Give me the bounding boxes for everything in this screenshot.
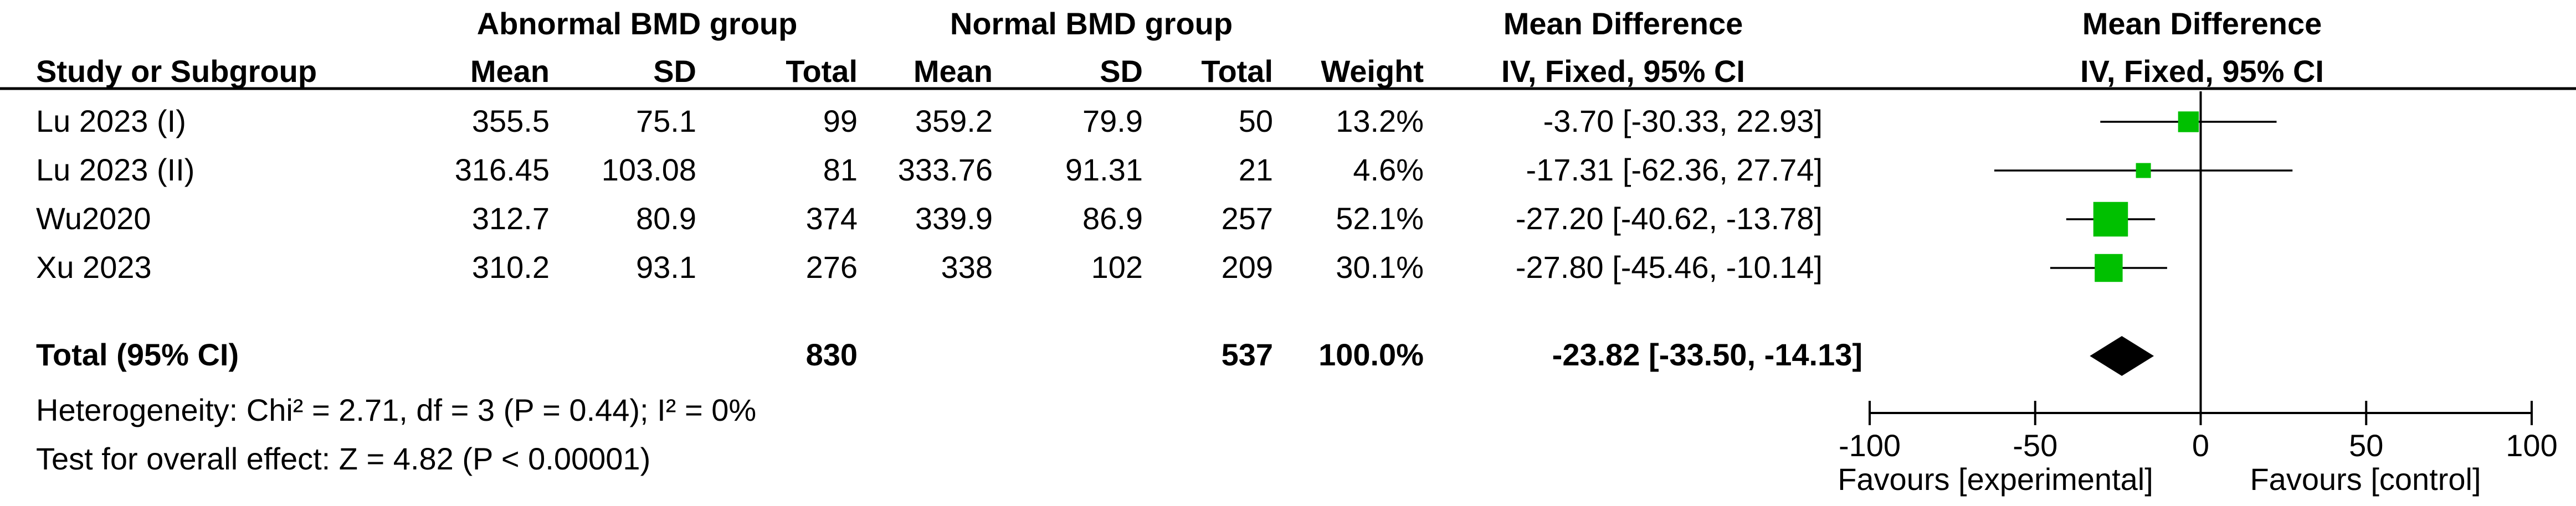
mean1-header: Mean [470, 54, 550, 89]
study-name: Lu 2023 (I) [36, 104, 186, 138]
mean1-value: 316.45 [455, 152, 550, 187]
total2-header: Total [1201, 54, 1273, 89]
total1-value: 276 [806, 250, 858, 285]
x-axis-ticks: -100 -50 0 50 100 [1839, 401, 2558, 463]
total1-sum: 830 [806, 337, 858, 372]
mean1-value: 310.2 [472, 250, 550, 285]
x-tick-label: -50 [2013, 428, 2057, 463]
total2-value: 50 [1239, 104, 1273, 138]
total2-value: 209 [1222, 250, 1273, 285]
x-tick-label: 100 [2506, 428, 2557, 463]
study-row: Lu 2023 (II) 316.45 103.08 81 333.76 91.… [36, 152, 1823, 187]
mean2-value: 339.9 [915, 201, 993, 236]
sd2-value: 91.31 [1065, 152, 1143, 187]
total-ci: -23.82 [-33.50, -14.13] [1552, 337, 1862, 372]
study-row: Xu 2023 310.2 93.1 276 338 102 209 30.1%… [36, 250, 1823, 285]
favours-left-label: Favours [experimental] [1838, 462, 2153, 497]
effect-square [2093, 202, 2128, 237]
x-tick-label: 50 [2349, 428, 2383, 463]
sd2-value: 79.9 [1082, 104, 1143, 138]
pooled-diamond [2090, 336, 2154, 376]
study-marker [1994, 163, 2293, 178]
total-weight: 100.0% [1318, 337, 1424, 372]
study-marker [2066, 202, 2156, 237]
study-header: Study or Subgroup [36, 54, 317, 89]
weight-value: 30.1% [1336, 250, 1424, 285]
weight-value: 13.2% [1336, 104, 1424, 138]
mean2-value: 333.76 [898, 152, 993, 187]
sd1-value: 80.9 [636, 201, 696, 236]
sd1-value: 103.08 [602, 152, 696, 187]
group2-header: Normal BMD group [950, 6, 1233, 41]
ci-value: -27.20 [-40.62, -13.78] [1516, 201, 1823, 236]
weight-header: Weight [1321, 54, 1424, 89]
mean1-value: 312.7 [472, 201, 550, 236]
effect-square [2095, 254, 2123, 282]
favours-right-label: Favours [control] [2250, 462, 2481, 497]
overall-effect-text: Test for overall effect: Z = 4.82 (P < 0… [36, 441, 650, 476]
total2-value: 257 [1222, 201, 1273, 236]
effect-header: Mean Difference [1503, 6, 1743, 41]
total2-sum: 537 [1222, 337, 1273, 372]
study-name: Lu 2023 (II) [36, 152, 194, 187]
total-label: Total (95% CI) [36, 337, 239, 372]
effect-square [2178, 111, 2199, 132]
sd2-value: 86.9 [1082, 201, 1143, 236]
mean2-value: 359.2 [915, 104, 993, 138]
ci-value: -27.80 [-45.46, -10.14] [1516, 250, 1823, 285]
study-markers [1994, 111, 2293, 282]
effect-square [2136, 163, 2151, 178]
weight-value: 52.1% [1336, 201, 1424, 236]
method-header: IV, Fixed, 95% CI [1501, 54, 1745, 89]
mean2-header: Mean [914, 54, 993, 89]
study-row: Wu2020 312.7 80.9 374 339.9 86.9 257 52.… [36, 201, 1823, 236]
ci-value: -17.31 [-62.36, 27.74] [1526, 152, 1823, 187]
weight-value: 4.6% [1353, 152, 1424, 187]
ci-value: -3.70 [-30.33, 22.93] [1543, 104, 1823, 138]
total1-header: Total [786, 54, 858, 89]
plot-title: Mean Difference [2082, 6, 2322, 41]
study-row: Lu 2023 (I) 355.5 75.1 99 359.2 79.9 50 … [36, 104, 1823, 138]
heterogeneity-text: Heterogeneity: Chi² = 2.71, df = 3 (P = … [36, 393, 756, 427]
total1-value: 81 [823, 152, 858, 187]
plot-method-header: IV, Fixed, 95% CI [2080, 54, 2324, 89]
study-name: Xu 2023 [36, 250, 152, 285]
sd1-header: SD [653, 54, 696, 89]
total2-value: 21 [1239, 152, 1273, 187]
sd1-value: 93.1 [636, 250, 696, 285]
mean2-value: 338 [941, 250, 993, 285]
group1-header: Abnormal BMD group [477, 6, 798, 41]
x-tick-label: -100 [1839, 428, 1901, 463]
study-marker [2050, 254, 2167, 282]
total1-value: 99 [823, 104, 858, 138]
total-row: Total (95% CI) 830 537 100.0% -23.82 [-3… [36, 337, 1862, 372]
mean1-value: 355.5 [472, 104, 550, 138]
sd2-value: 102 [1091, 250, 1143, 285]
total1-value: 374 [806, 201, 858, 236]
sd1-value: 75.1 [636, 104, 696, 138]
study-name: Wu2020 [36, 201, 151, 236]
x-tick-label: 0 [2192, 428, 2209, 463]
study-marker [2100, 111, 2277, 132]
sd2-header: SD [1100, 54, 1143, 89]
plot-area: -100 -50 0 50 100 Favours [experimental] Fav… [1838, 91, 2558, 497]
